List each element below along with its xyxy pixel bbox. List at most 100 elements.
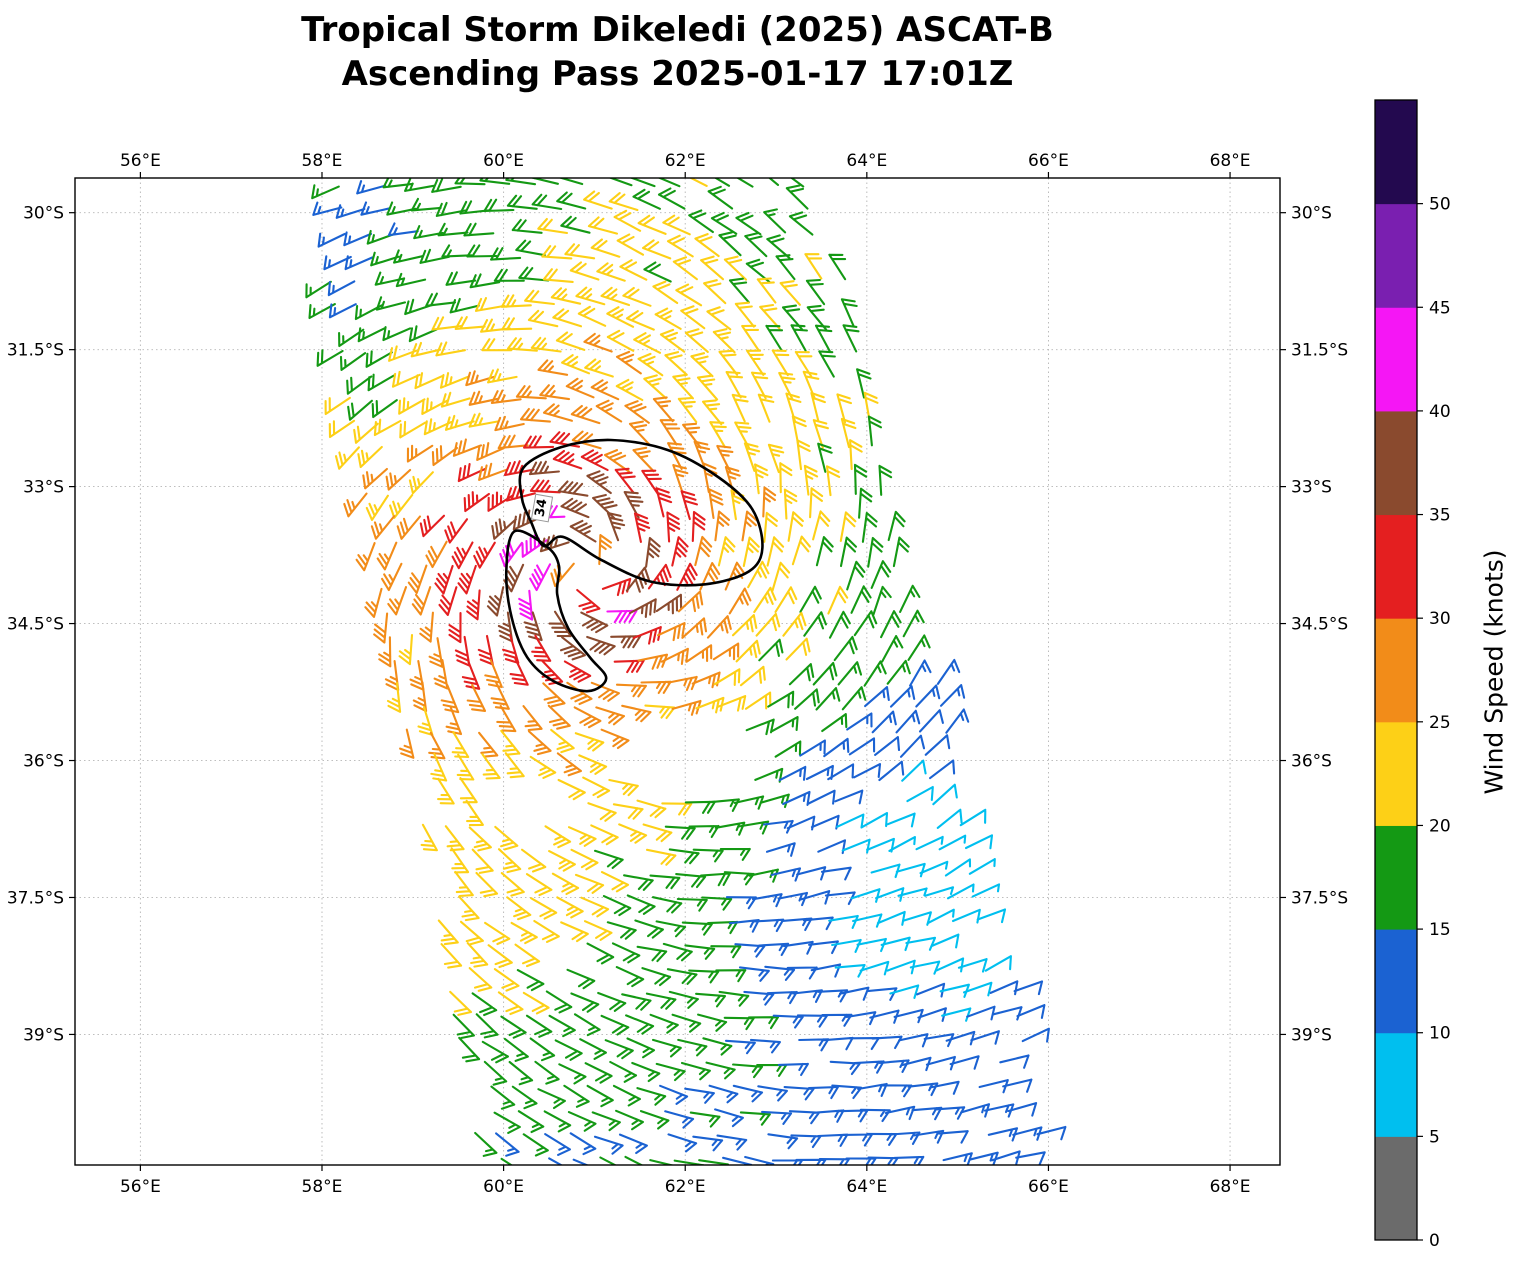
wind-barb — [744, 1155, 775, 1165]
wind-barb — [487, 491, 515, 512]
wind-barb — [527, 309, 559, 328]
wind-barb — [576, 588, 601, 614]
wind-barb — [827, 585, 849, 615]
wind-barb — [404, 178, 435, 192]
wind-barb — [365, 494, 389, 521]
colorbar-band-5-10 — [1375, 1032, 1417, 1137]
wind-barb — [848, 1037, 880, 1051]
wind-barb — [499, 541, 524, 568]
wind-barb — [741, 324, 760, 352]
wind-barb — [774, 586, 798, 613]
wind-barb — [305, 280, 332, 299]
wind-barb — [497, 611, 514, 643]
colorbar-band-45-50 — [1375, 203, 1417, 308]
colorbar-tick-label: 20 — [1429, 816, 1451, 836]
wind-barb — [708, 488, 724, 520]
wind-barb — [459, 920, 484, 946]
wind-barb — [680, 305, 706, 330]
wind-barb — [633, 512, 651, 543]
wind-barb — [556, 896, 584, 919]
wind-barb — [710, 211, 738, 235]
wind-barb — [964, 834, 994, 850]
wind-barb — [425, 292, 457, 307]
wind-barb — [610, 635, 642, 649]
wind-barb — [609, 1060, 638, 1083]
wind-barb — [763, 208, 787, 234]
wind-barb — [484, 659, 503, 689]
wind-barb — [743, 442, 761, 472]
wind-barb — [880, 610, 902, 639]
wind-barb — [463, 222, 495, 237]
wind-barb — [539, 384, 571, 401]
wind-barb — [590, 824, 619, 846]
wind-barb — [846, 560, 866, 591]
wind-barb — [767, 1133, 799, 1150]
wind-barb — [601, 577, 632, 597]
wind-barb — [893, 1155, 925, 1165]
wind-barb — [550, 287, 582, 305]
wind-barb — [439, 372, 469, 389]
wind-barb — [845, 1157, 877, 1165]
wind-barb — [681, 617, 708, 639]
wind-barb — [763, 511, 779, 543]
wind-barb — [487, 368, 518, 384]
wind-barb — [708, 798, 740, 812]
wind-barb — [487, 944, 513, 969]
wind-barb — [626, 894, 656, 915]
wind-barb — [612, 803, 644, 820]
wind-barb — [505, 178, 537, 186]
wind-barb — [587, 802, 617, 822]
wind-barb — [623, 874, 654, 891]
wind-barb — [384, 660, 400, 691]
wind-barb — [945, 708, 970, 734]
wind-barb — [520, 848, 547, 873]
wind-barb — [702, 462, 718, 494]
wind-barb — [525, 1014, 553, 1038]
wind-barb — [936, 658, 961, 685]
colorbar-tick-label: 45 — [1429, 298, 1451, 318]
wind-barb — [544, 1133, 571, 1156]
wind-barb — [574, 732, 605, 752]
wind-barb — [575, 286, 606, 306]
wind-barb — [533, 919, 560, 943]
wind-barb — [880, 936, 911, 952]
wind-barb — [871, 710, 897, 734]
wind-barb — [691, 510, 706, 543]
wind-barb — [420, 823, 438, 852]
wind-barb — [645, 848, 677, 866]
wind-barb — [791, 535, 811, 566]
wind-barb — [714, 1108, 744, 1128]
wind-barb — [841, 838, 871, 854]
wind-barb — [324, 396, 351, 416]
wind-barb — [316, 349, 344, 367]
wind-barb — [758, 638, 784, 662]
wind-barb — [790, 1134, 822, 1149]
contour-34kt — [518, 438, 764, 587]
wind-barb — [866, 987, 898, 1001]
wind-barb — [888, 836, 916, 852]
wind-barb — [451, 541, 474, 570]
wind-barb — [468, 390, 500, 406]
wind-barb — [435, 341, 466, 357]
wind-barb — [523, 435, 555, 449]
wind-barb — [812, 419, 829, 449]
wind-barb — [600, 1014, 630, 1036]
wind-barb — [606, 921, 637, 940]
wind-barb — [688, 209, 714, 234]
wind-barb — [762, 486, 777, 518]
wind-barb — [942, 1152, 973, 1165]
wind-barb — [668, 990, 699, 1009]
wind-barb — [524, 289, 555, 306]
y-tick-label-left: 34.5°S — [7, 615, 64, 635]
wind-barb — [461, 660, 481, 690]
wind-barb — [552, 449, 583, 470]
wind-barb — [428, 637, 444, 668]
wind-barb — [677, 396, 698, 424]
wind-barb — [500, 294, 532, 308]
wind-barb — [496, 704, 517, 733]
wind-barb — [519, 407, 551, 423]
wind-barb — [493, 1111, 521, 1134]
wind-barb — [419, 514, 446, 538]
wind-barb — [500, 1015, 527, 1039]
wind-barb — [406, 444, 434, 463]
